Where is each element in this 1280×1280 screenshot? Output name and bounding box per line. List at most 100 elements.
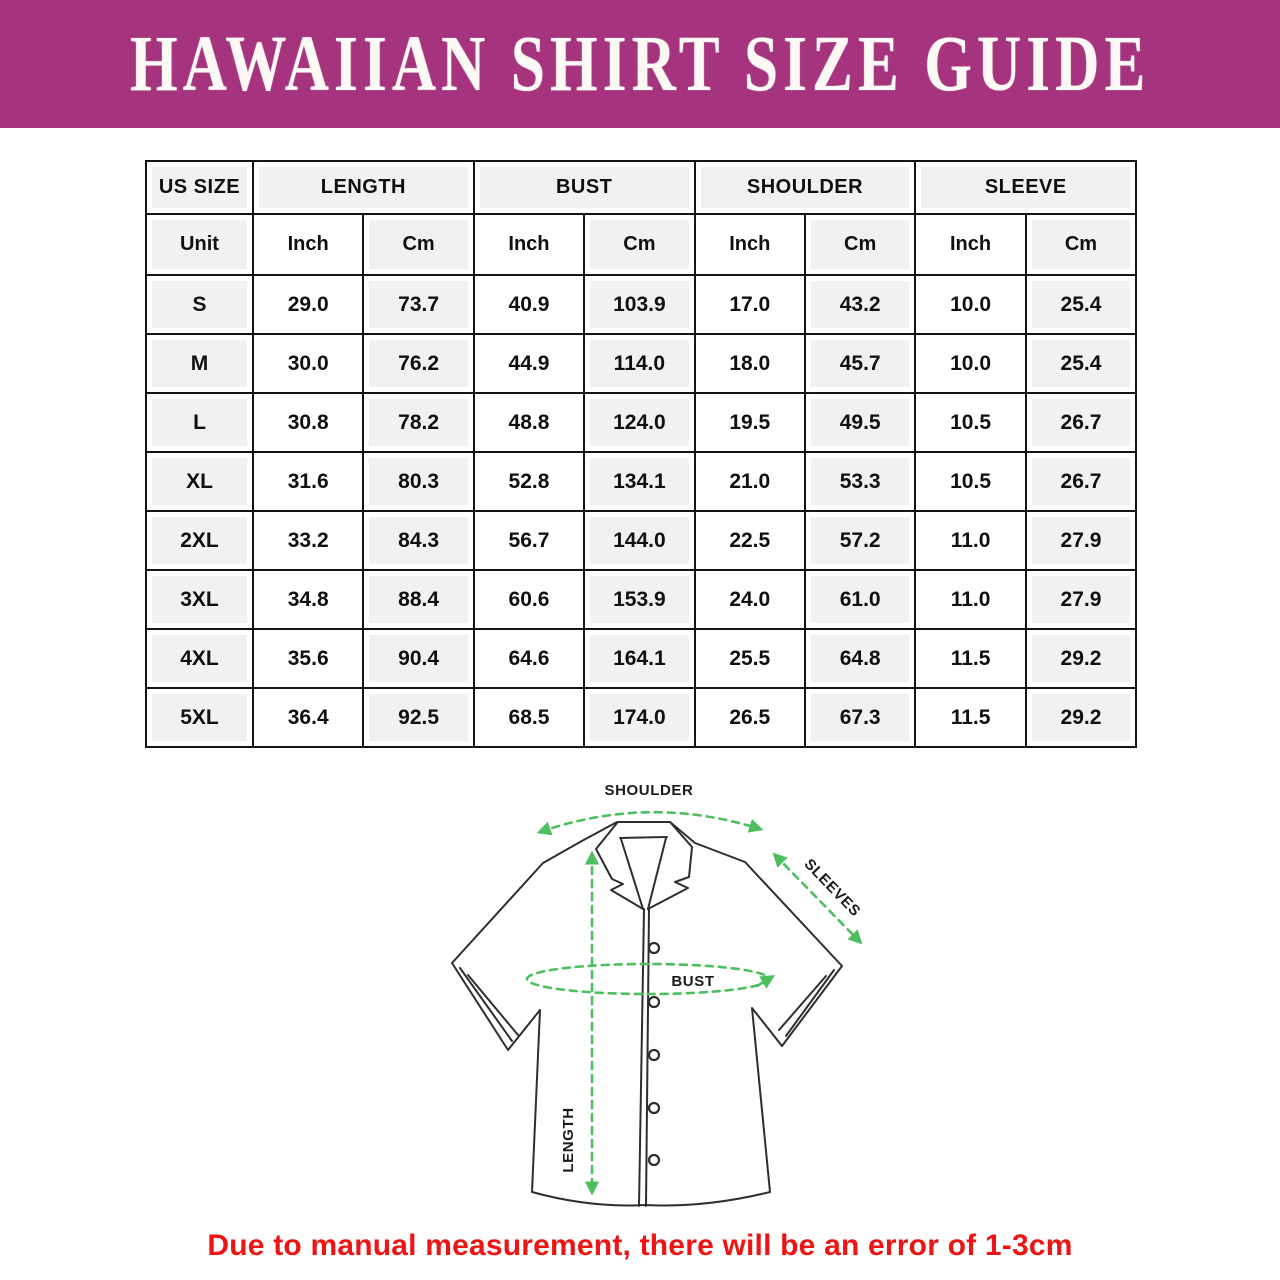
value-cell: 27.9 [1024, 510, 1138, 571]
size-cell: XL [145, 451, 254, 512]
value-cell: 29.2 [1024, 628, 1138, 689]
value-cell: 25.4 [1024, 333, 1138, 394]
unit-row: Unit Inch Cm Inch Cm Inch Cm Inch Cm [145, 213, 1138, 276]
value-cell: 45.7 [803, 333, 917, 394]
size-cell: 5XL [145, 687, 254, 748]
value-cell: 134.1 [583, 451, 696, 512]
value-cell: 11.0 [914, 569, 1027, 630]
value-cell: 56.7 [472, 510, 586, 571]
value-cell: 19.5 [693, 392, 806, 453]
value-cell: 40.9 [472, 274, 586, 335]
size-row-3xl: 3XL 34.8 88.4 60.6 153.9 24.0 61.0 11.0 27.9 [145, 569, 1138, 630]
value-cell: 26.7 [1024, 451, 1138, 512]
value-cell: 26.5 [693, 687, 806, 748]
size-table-head: US SIZE LENGTH BUST SHOULDER SLEEVE Unit Inch… [145, 160, 1138, 276]
value-cell: 88.4 [362, 569, 475, 630]
value-cell: 25.5 [693, 628, 806, 689]
unit-cell: Cm [362, 213, 475, 276]
value-cell: 84.3 [362, 510, 475, 571]
size-table-body: S 29.0 73.7 40.9 103.9 17.0 43.2 10.0 25.4 M 30.0 7… [145, 274, 1138, 748]
unit-cell: Cm [1024, 213, 1138, 276]
value-cell: 53.3 [803, 451, 917, 512]
unit-cell: Inch [251, 213, 365, 276]
value-cell: 24.0 [693, 569, 806, 630]
value-cell: 61.0 [803, 569, 917, 630]
unit-cell: Cm [803, 213, 917, 276]
size-row-5xl: 5XL 36.4 92.5 68.5 174.0 26.5 67.3 11.5 29.2 [145, 687, 1138, 748]
size-table: US SIZE LENGTH BUST SHOULDER SLEEVE Unit Inch… [145, 160, 1138, 748]
value-cell: 35.6 [251, 628, 365, 689]
value-cell: 10.0 [914, 333, 1027, 394]
value-cell: 30.8 [251, 392, 365, 453]
shirt-measurement-diagram: SHOULDER SLEEVES BUST LENGTH [430, 778, 880, 1218]
value-cell: 76.2 [362, 333, 475, 394]
value-cell: 17.0 [693, 274, 806, 335]
size-cell: L [145, 392, 254, 453]
group-header-row: US SIZE LENGTH BUST SHOULDER SLEEVE [145, 160, 1138, 215]
value-cell: 48.8 [472, 392, 586, 453]
collar-right-lapel [647, 821, 693, 910]
value-cell: 49.5 [803, 392, 917, 453]
size-row-s: S 29.0 73.7 40.9 103.9 17.0 43.2 10.0 25.4 [145, 274, 1138, 335]
value-cell: 10.5 [914, 451, 1027, 512]
group-header-shoulder: SHOULDER [693, 160, 917, 215]
shirt-diagram-svg: SHOULDER SLEEVES BUST LENGTH [451, 780, 866, 1207]
shoulder-measure-arrow [536, 810, 764, 836]
value-cell: 174.0 [583, 687, 696, 748]
value-cell: 57.2 [803, 510, 917, 571]
size-row-2xl: 2XL 33.2 84.3 56.7 144.0 22.5 57.2 11.0 27.9 [145, 510, 1138, 571]
sleeves-label: SLEEVES [801, 856, 864, 921]
value-cell: 92.5 [362, 687, 475, 748]
unit-cell: Inch [914, 213, 1027, 276]
value-cell: 64.6 [472, 628, 586, 689]
length-label: LENGTH [560, 1107, 577, 1172]
size-cell: 3XL [145, 569, 254, 630]
value-cell: 26.7 [1024, 392, 1138, 453]
size-table-container: US SIZE LENGTH BUST SHOULDER SLEEVE Unit Inch… [145, 160, 1138, 748]
value-cell: 144.0 [583, 510, 696, 571]
size-row-l: L 30.8 78.2 48.8 124.0 19.5 49.5 10.5 26.7 [145, 392, 1138, 453]
value-cell: 36.4 [251, 687, 365, 748]
value-cell: 52.8 [472, 451, 586, 512]
size-cell: S [145, 274, 254, 335]
value-cell: 11.5 [914, 687, 1027, 748]
size-row-m: M 30.0 76.2 44.9 114.0 18.0 45.7 10.0 25.4 [145, 333, 1138, 394]
value-cell: 153.9 [583, 569, 696, 630]
value-cell: 11.0 [914, 510, 1027, 571]
shirt-buttons [647, 941, 661, 1167]
group-header-sleeve: SLEEVE [914, 160, 1138, 215]
value-cell: 68.5 [472, 687, 586, 748]
value-cell: 103.9 [583, 274, 696, 335]
value-cell: 80.3 [362, 451, 475, 512]
value-cell: 73.7 [362, 274, 475, 335]
value-cell: 10.5 [914, 392, 1027, 453]
value-cell: 29.0 [251, 274, 365, 335]
value-cell: 90.4 [362, 628, 475, 689]
value-cell: 78.2 [362, 392, 475, 453]
value-cell: 25.4 [1024, 274, 1138, 335]
unit-cell: Inch [472, 213, 586, 276]
value-cell: 164.1 [583, 628, 696, 689]
group-header-length: LENGTH [252, 160, 475, 215]
sleeves-measure-arrow [772, 852, 863, 945]
collar-inner-v [620, 837, 667, 910]
value-cell: 30.0 [251, 333, 365, 394]
unit-header-cell: Unit [145, 213, 254, 276]
value-cell: 10.0 [914, 274, 1027, 335]
shirt-outline-drawing [451, 821, 843, 1207]
title-banner: HAWAIIAN SHIRT SIZE GUIDE [0, 0, 1280, 128]
right-cuff-lines [778, 969, 835, 1037]
value-cell: 18.0 [693, 333, 806, 394]
value-cell: 44.9 [472, 333, 586, 394]
size-cell: M [145, 333, 254, 394]
value-cell: 67.3 [803, 687, 917, 748]
value-cell: 124.0 [583, 392, 696, 453]
value-cell: 34.8 [251, 569, 365, 630]
group-header-bust: BUST [472, 160, 696, 215]
value-cell: 60.6 [472, 569, 586, 630]
value-cell: 64.8 [803, 628, 917, 689]
size-row-4xl: 4XL 35.6 90.4 64.6 164.1 25.5 64.8 11.5 29.2 [145, 628, 1138, 689]
value-cell: 11.5 [914, 628, 1027, 689]
shoulder-label: SHOULDER [605, 782, 694, 799]
value-cell: 27.9 [1024, 569, 1138, 630]
